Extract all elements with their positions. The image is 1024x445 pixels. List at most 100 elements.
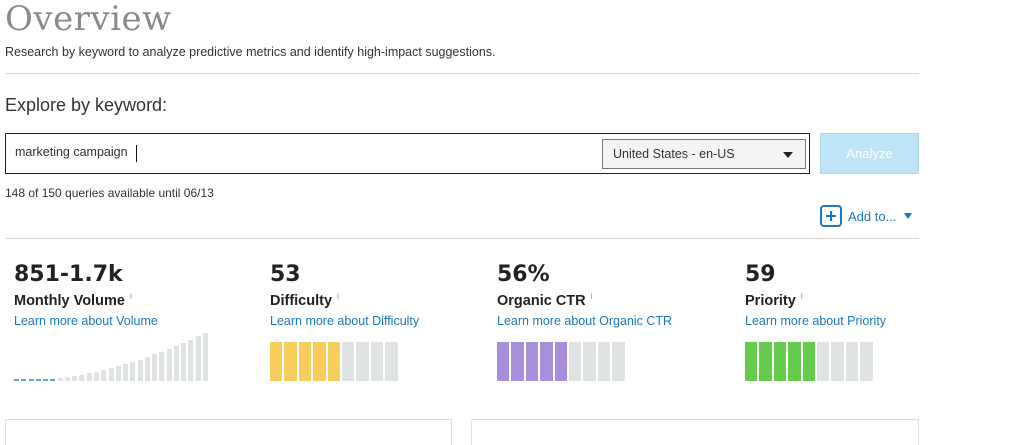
add-to-button[interactable]: Add to... [820,205,913,227]
learn-more-volume-link[interactable]: Learn more about Volume [14,313,158,328]
metric-value: 53 [270,262,301,287]
keyword-search-box: United States - en-US [5,133,810,174]
meter-segment-filled [540,342,553,381]
difficulty-meter [270,342,398,381]
meter-segment-filled [497,342,510,381]
volume-bar [43,379,48,381]
volume-bar [72,376,77,381]
volume-bar [65,377,70,381]
metric-label: Difficulty i [270,291,419,309]
volume-bar [101,370,106,381]
volume-bar [203,333,208,381]
volume-bar [109,368,114,381]
volume-bar [167,349,172,381]
metric-label-text: Difficulty [270,292,333,309]
volume-bar [181,343,186,381]
volume-bar [79,375,84,381]
meter-segment-filled [745,342,758,381]
volume-bar [29,379,34,381]
meter-segment-empty [612,342,625,381]
metric-label-text: Priority [745,292,796,309]
info-icon[interactable]: i [590,291,593,301]
volume-bar [14,379,19,381]
meter-segment-filled [788,342,801,381]
priority-meter [745,342,873,381]
learn-more-priority-link[interactable]: Learn more about Priority [745,313,887,328]
meter-segment-filled [313,342,326,381]
metric-value: 56% [497,262,550,287]
divider [5,238,919,239]
locale-select-value: United States - en-US [613,147,735,161]
page-subtitle: Research by keyword to analyze predictiv… [5,45,496,59]
metric-priority: 59 Priority i Learn more about Priority [745,262,886,328]
chevron-down-icon [783,152,793,158]
info-icon[interactable]: i [129,291,132,301]
meter-segment-empty [385,342,398,381]
volume-bar [174,346,179,381]
volume-bar [152,354,157,381]
volume-bar [21,379,26,381]
metric-label-text: Monthly Volume [14,292,125,309]
volume-bar [58,378,63,381]
volume-sparkline [14,333,208,381]
add-to-label: Add to... [848,208,897,224]
volume-bar [196,336,201,381]
meter-segment-empty [845,342,859,381]
info-icon[interactable]: i [800,291,803,301]
meter-segment-filled [759,342,772,381]
metric-monthly-volume: 851-1.7k Monthly Volume i Learn more abou… [14,262,158,328]
meter-segment-filled [554,342,567,381]
metric-label-text: Organic CTR [497,292,586,309]
result-card-right [471,419,919,445]
volume-bar [138,360,143,381]
meter-segment-empty [831,342,844,381]
volume-bar [50,379,55,381]
volume-bar [94,372,99,381]
caret-down-icon [904,213,913,219]
volume-bar [159,352,164,381]
meter-segment-empty [356,342,369,381]
info-icon[interactable]: i [337,291,340,301]
result-card-left [5,419,452,445]
meter-segment-empty [860,342,873,381]
metric-value: 59 [745,262,776,287]
volume-bar [130,362,135,381]
volume-bar [145,357,150,381]
metric-label: Priority i [745,291,886,309]
meter-segment-filled [327,342,340,381]
analyze-button[interactable]: Analyze [820,133,919,174]
volume-bar [116,366,121,381]
locale-select[interactable]: United States - en-US [602,139,806,169]
meter-segment-filled [270,342,283,381]
meter-segment-empty [583,342,596,381]
learn-more-ctr-link[interactable]: Learn more about Organic CTR [497,313,673,328]
meter-segment-empty [370,342,384,381]
meter-segment-empty [816,342,830,381]
meter-segment-filled [284,342,297,381]
metric-value: 851-1.7k [14,262,123,287]
metric-organic-ctr: 56% Organic CTR i Learn more about Organi… [497,262,672,328]
volume-bar [36,379,41,381]
meter-segment-empty [568,342,582,381]
metric-label: Organic CTR i [497,291,672,309]
metric-difficulty: 53 Difficulty i Learn more about Difficul… [270,262,419,328]
meter-segment-empty [341,342,355,381]
text-caret [136,145,137,162]
page-title: Overview [5,0,172,39]
meter-segment-filled [773,342,787,381]
metric-label: Monthly Volume i [14,291,158,309]
meter-segment-filled [802,342,815,381]
keyword-search-input[interactable] [15,145,585,159]
meter-segment-filled [511,342,524,381]
organic-ctr-meter [497,342,625,381]
plus-icon [820,205,842,227]
meter-segment-filled [298,342,312,381]
queries-remaining: 148 of 150 queries available until 06/13 [5,186,214,200]
explore-heading: Explore by keyword: [5,95,168,115]
divider [5,73,919,74]
meter-segment-empty [597,342,611,381]
volume-bar [188,340,193,381]
learn-more-difficulty-link[interactable]: Learn more about Difficulty [270,313,420,328]
volume-bar [123,364,128,381]
volume-bar [87,373,92,381]
